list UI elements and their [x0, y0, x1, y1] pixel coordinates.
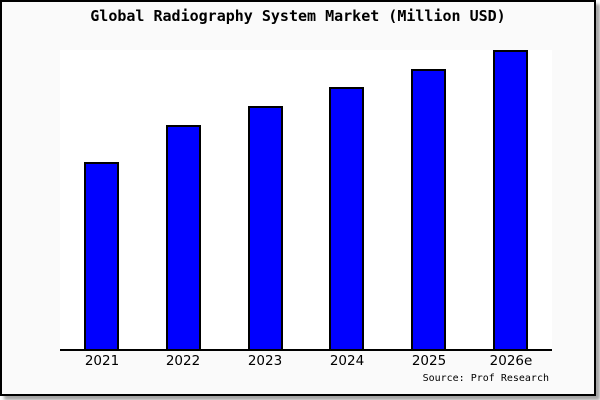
chart-title: Global Radiography System Market (Millio… [90, 7, 506, 25]
x-tick-2021: 2021 [84, 353, 120, 369]
x-tick-2025: 2025 [411, 353, 447, 369]
x-tick-2023: 2023 [247, 353, 283, 369]
x-tick-2024: 2024 [329, 353, 365, 369]
x-tick-2022: 2022 [165, 353, 201, 369]
bar-2021 [84, 162, 119, 349]
x-tick-2026e: 2026e [489, 353, 533, 369]
bar-2023 [248, 106, 283, 349]
plot-area [60, 50, 552, 351]
bar-2025 [411, 69, 446, 349]
bar-2024 [329, 87, 364, 349]
bar-2026e [493, 50, 528, 349]
bar-2022 [166, 125, 201, 349]
source-note: Source: Prof Research [422, 373, 549, 384]
